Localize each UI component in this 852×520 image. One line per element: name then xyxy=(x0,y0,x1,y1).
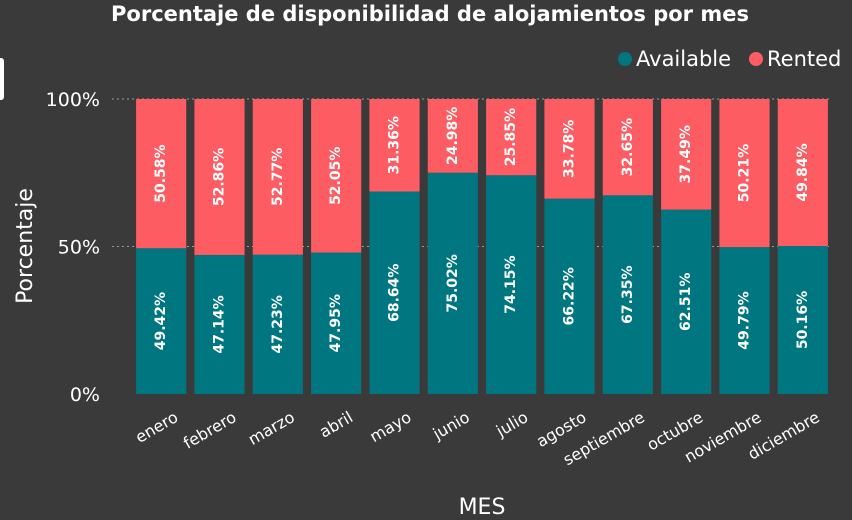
bar-available[interactable] xyxy=(661,209,712,394)
y-tick-label: 50% xyxy=(58,237,100,259)
y-axis-ticks: 0% 50% 100% xyxy=(46,89,100,406)
bar-available[interactable] xyxy=(544,198,595,394)
bar-available[interactable] xyxy=(719,247,770,394)
bar-available[interactable] xyxy=(369,191,420,394)
data-label-rented: 24.98% xyxy=(445,107,461,165)
bar-available[interactable] xyxy=(136,248,187,394)
data-label-rented: 50.58% xyxy=(153,144,169,202)
bar-rented[interactable] xyxy=(719,99,770,248)
data-label-available: 47.23% xyxy=(270,295,286,353)
bar-available[interactable] xyxy=(602,195,653,394)
bar-rented[interactable] xyxy=(311,99,362,253)
bar-available[interactable] xyxy=(427,172,478,394)
data-label-available: 50.16% xyxy=(795,291,811,349)
data-label-available: 49.79% xyxy=(737,291,753,349)
data-label-rented: 52.86% xyxy=(212,148,228,206)
data-label-available: 47.95% xyxy=(328,294,344,352)
y-axis-title: Porcentaje xyxy=(13,188,38,304)
bar-available[interactable] xyxy=(777,246,828,394)
bar-available[interactable] xyxy=(311,252,362,394)
data-label-available: 66.22% xyxy=(562,267,578,325)
bar-rented[interactable] xyxy=(252,99,303,255)
data-label-rented: 50.21% xyxy=(737,144,753,202)
bar-rented[interactable] xyxy=(777,99,828,247)
data-label-available: 68.64% xyxy=(387,264,403,322)
x-tick-label: abril xyxy=(316,407,356,441)
y-tick-label: 0% xyxy=(70,384,100,406)
legend-label-rented[interactable]: Rented xyxy=(767,47,841,71)
bars xyxy=(136,99,828,394)
legend-marker-rented xyxy=(749,52,763,66)
data-label-rented: 49.84% xyxy=(795,143,811,201)
legend-label-available[interactable]: Available xyxy=(636,47,731,71)
data-label-available: 74.15% xyxy=(503,255,519,313)
bar-rented[interactable] xyxy=(602,99,653,196)
data-labels: 49.42% 50.58% 47.14% 52.86% 47.23% 52.77% 47.9… xyxy=(153,107,811,354)
bar-rented[interactable] xyxy=(661,99,712,210)
data-label-rented: 52.05% xyxy=(328,147,344,205)
legend: Available Rented xyxy=(618,47,841,71)
legend-marker-available xyxy=(618,52,632,66)
bar-available[interactable] xyxy=(252,254,303,394)
bar-rented[interactable] xyxy=(544,99,595,199)
x-tick-label: febrero xyxy=(180,407,239,452)
y-tick-label: 100% xyxy=(46,89,100,111)
bar-rented[interactable] xyxy=(194,99,245,255)
data-label-rented: 33.78% xyxy=(562,120,578,178)
x-tick-label: marzo xyxy=(245,407,298,449)
x-axis-title: MES xyxy=(459,495,506,520)
x-tick-label: junio xyxy=(429,407,473,443)
data-label-available: 67.35% xyxy=(620,266,636,324)
bar-rented[interactable] xyxy=(136,99,187,249)
x-tick-label: mayo xyxy=(366,407,414,446)
x-tick-label: julio xyxy=(492,407,531,441)
bar-available[interactable] xyxy=(486,175,537,394)
data-label-rented: 25.85% xyxy=(503,108,519,166)
data-label-available: 47.14% xyxy=(212,295,228,353)
data-label-rented: 37.49% xyxy=(678,125,694,183)
x-tick-label: enero xyxy=(132,407,181,446)
bar-rented[interactable] xyxy=(427,99,478,173)
data-label-rented: 31.36% xyxy=(387,116,403,174)
data-label-rented: 32.65% xyxy=(620,118,636,176)
side-handle[interactable] xyxy=(0,58,4,100)
chart-title: Porcentaje de disponibilidad de alojamie… xyxy=(111,2,749,26)
bar-available[interactable] xyxy=(194,254,245,394)
bar-rented[interactable] xyxy=(369,99,420,192)
bar-rented[interactable] xyxy=(486,99,537,176)
data-label-available: 62.51% xyxy=(678,273,694,331)
data-label-available: 75.02% xyxy=(445,254,461,312)
data-label-available: 49.42% xyxy=(153,292,169,350)
data-label-rented: 52.77% xyxy=(270,148,286,206)
